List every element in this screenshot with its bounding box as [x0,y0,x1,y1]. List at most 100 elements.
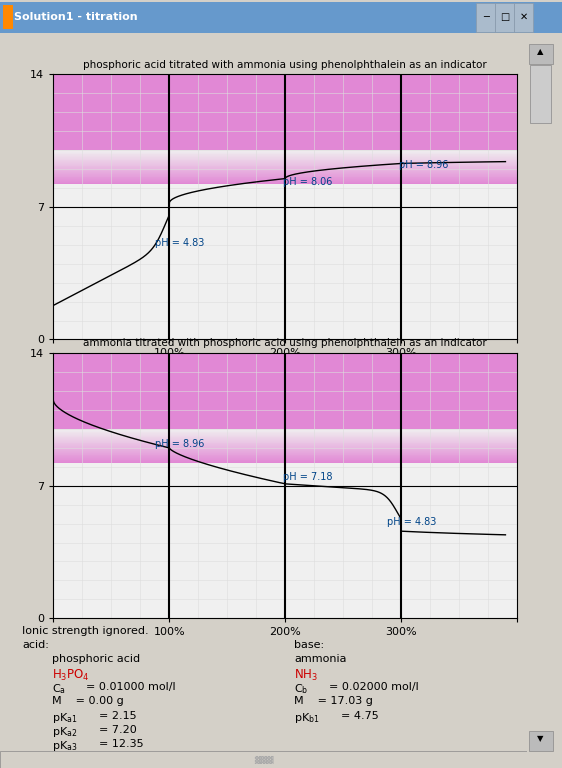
Bar [53,154,517,155]
Text: $\mathrm{pK_{a2}}$: $\mathrm{pK_{a2}}$ [52,725,78,739]
Text: pH = 8.96: pH = 8.96 [155,439,205,449]
Text: pH = 4.83: pH = 4.83 [155,238,205,248]
Bar [476,3,495,31]
Bar [53,459,517,461]
Text: base:: base: [294,640,325,650]
Bar [53,167,517,168]
Bar [514,3,533,31]
Bar [530,65,551,123]
Bar [53,171,517,172]
Bar [53,435,517,437]
Bar [53,446,517,447]
Text: = 7.20: = 7.20 [99,725,137,735]
Bar [53,180,517,182]
Bar [53,168,517,169]
Text: phosphoric acid: phosphoric acid [52,654,140,664]
Text: ✕: ✕ [520,12,528,22]
Bar [53,177,517,178]
Text: pH = 8.96: pH = 8.96 [399,160,448,170]
Text: = 4.75: = 4.75 [342,710,379,720]
Bar [53,442,517,443]
Bar [53,176,517,177]
Title: phosphoric acid titrated with ammonia using phenolphthalein as an indicator: phosphoric acid titrated with ammonia us… [83,60,487,70]
Bar [53,183,517,184]
Bar [53,155,517,156]
Bar [53,172,517,174]
Bar [53,178,517,179]
Bar [53,153,517,154]
Bar [53,462,517,463]
Bar [53,432,517,433]
Bar [53,454,517,455]
Bar [53,157,517,158]
Bar [53,179,517,180]
Text: ▓▓▓: ▓▓▓ [254,755,273,764]
Text: acid:: acid: [22,640,49,650]
Text: $\mathrm{H_3PO_4}$: $\mathrm{H_3PO_4}$ [52,668,90,684]
Bar [53,457,517,458]
Bar [53,439,517,440]
Bar [53,455,517,456]
Bar [53,443,517,445]
Title: ammonia titrated with phosphoric acid using phenolphthalein as an indicator: ammonia titrated with phosphoric acid us… [83,339,487,349]
Bar [53,453,517,454]
Bar [53,159,517,160]
Bar [53,161,517,162]
Bar [53,430,517,431]
Bar [53,182,517,183]
Bar [53,461,517,462]
Text: $\mathrm{pK_{a1}}$: $\mathrm{pK_{a1}}$ [52,710,78,724]
Bar [53,440,517,441]
Text: $\mathrm{pK_{b1}}$: $\mathrm{pK_{b1}}$ [294,710,320,724]
Bar [53,353,517,429]
Text: M    = 0.00 g: M = 0.00 g [52,697,124,707]
Text: Solution1 - titration: Solution1 - titration [14,12,138,22]
Bar [53,156,517,157]
Text: ─: ─ [483,12,489,22]
Text: pH = 4.83: pH = 4.83 [387,517,437,527]
Text: ▼: ▼ [537,734,544,743]
Bar [53,162,517,163]
Bar [53,151,517,152]
Bar [53,448,517,449]
Bar [528,44,553,64]
Bar [53,458,517,459]
Text: ▲: ▲ [537,47,544,55]
Bar [53,452,517,453]
Text: M    = 17.03 g: M = 17.03 g [294,697,373,707]
Text: $\mathrm{NH_3}$: $\mathrm{NH_3}$ [294,668,319,684]
Bar [53,152,517,153]
Bar [53,160,517,161]
Bar [495,3,514,31]
Bar [53,170,517,171]
Bar [53,175,517,176]
Bar [53,449,517,450]
Bar [53,438,517,439]
Text: ammonia: ammonia [294,654,347,664]
Bar [53,429,517,430]
Text: $\mathrm{C_a}$: $\mathrm{C_a}$ [52,682,66,696]
Text: $\mathrm{pK_{a3}}$: $\mathrm{pK_{a3}}$ [52,739,78,753]
Bar [53,431,517,432]
Bar [53,434,517,435]
Bar [53,450,517,451]
Bar [53,451,517,452]
Text: pH = 7.18: pH = 7.18 [283,472,332,482]
Bar [528,731,553,751]
Bar [3,5,13,29]
Text: = 2.15: = 2.15 [99,710,137,720]
Bar [53,456,517,457]
Text: = 12.35: = 12.35 [99,739,144,749]
Bar [53,74,517,151]
Bar [53,447,517,448]
Bar [53,169,517,170]
Text: pH = 8.06: pH = 8.06 [283,177,332,187]
Text: Ionic strength ignored.: Ionic strength ignored. [22,626,149,636]
Text: = 0.01000 mol/l: = 0.01000 mol/l [79,682,176,692]
Bar [53,164,517,166]
Text: $\mathrm{C_b}$: $\mathrm{C_b}$ [294,682,309,696]
Bar [53,441,517,442]
Bar [53,445,517,446]
Bar [53,174,517,175]
Bar [53,158,517,159]
